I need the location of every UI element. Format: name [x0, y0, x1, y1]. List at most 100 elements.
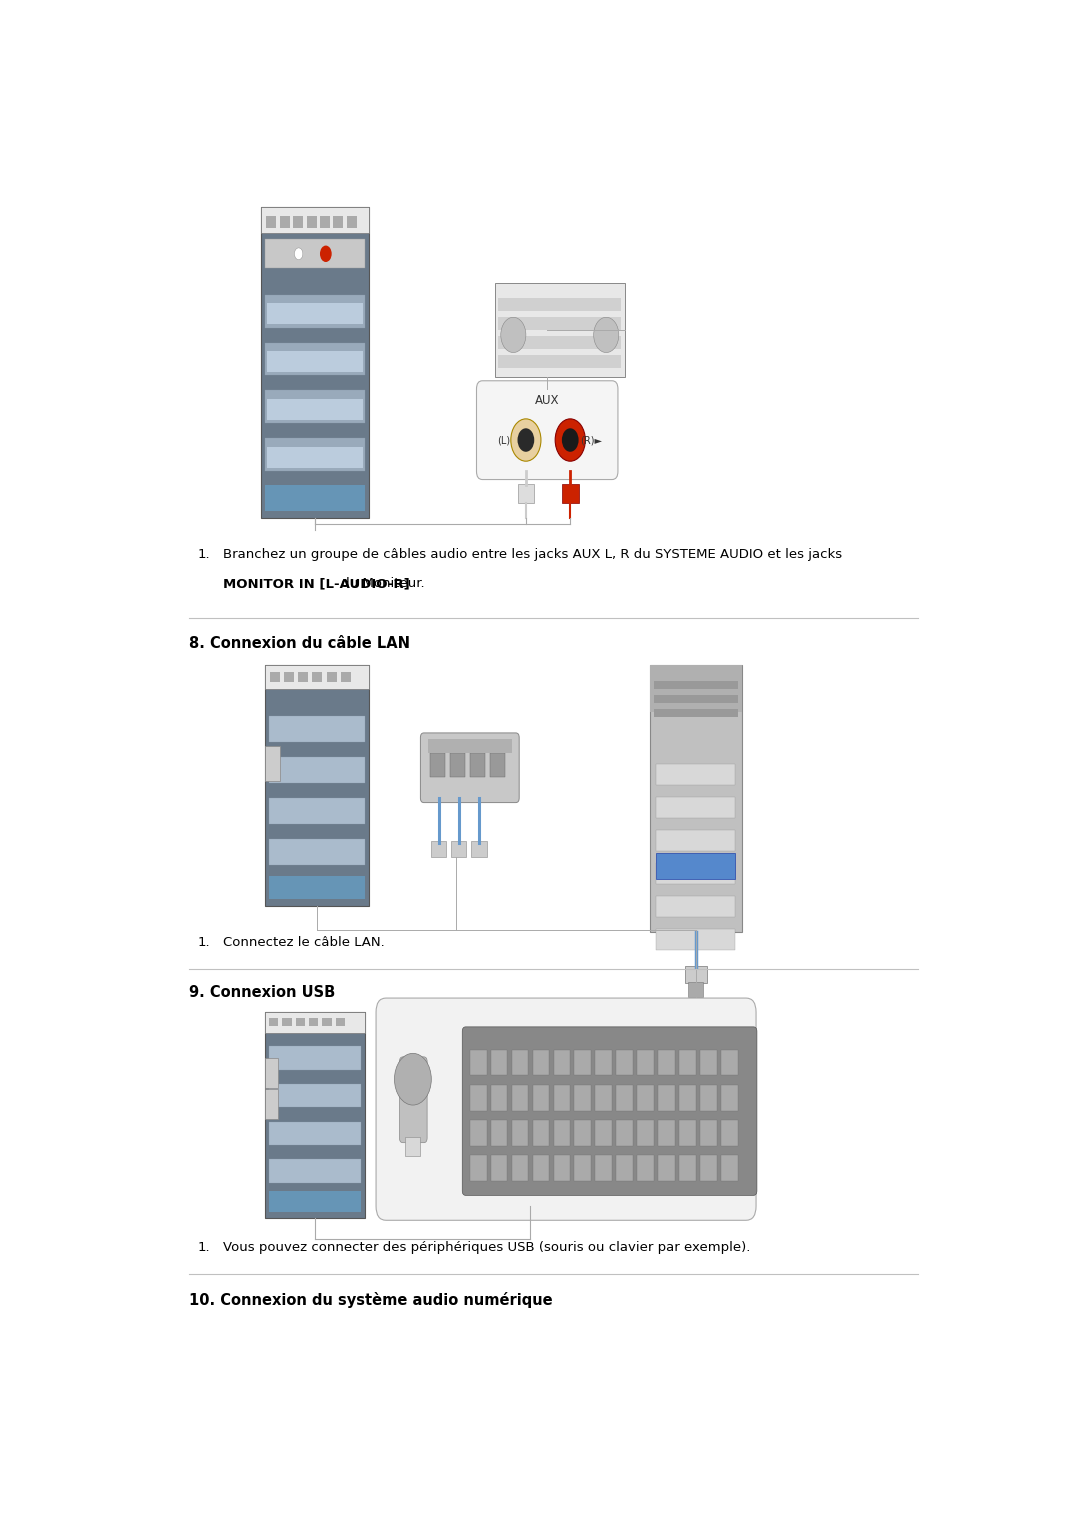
Bar [323, 1019, 332, 1026]
Bar [700, 1121, 717, 1145]
Bar [657, 928, 735, 950]
Bar [575, 1121, 591, 1145]
Bar [658, 1156, 675, 1182]
Text: du Moniteur.: du Moniteur. [337, 577, 424, 589]
Bar [653, 695, 738, 702]
Bar [595, 1049, 612, 1075]
Bar [498, 336, 621, 350]
Bar [512, 1049, 528, 1075]
Bar [269, 1191, 361, 1212]
Bar [269, 757, 365, 783]
Bar [265, 295, 365, 328]
Bar [679, 1121, 696, 1145]
Bar [653, 709, 738, 718]
Bar [265, 238, 365, 267]
Bar [341, 672, 351, 681]
Bar [512, 1156, 528, 1182]
Bar [269, 1019, 279, 1026]
Bar [688, 982, 703, 997]
Bar [265, 1058, 279, 1089]
Text: 1.: 1. [198, 1241, 211, 1255]
Bar [721, 1156, 738, 1182]
Bar [575, 1049, 591, 1075]
Bar [267, 351, 363, 373]
Bar [517, 484, 535, 502]
Bar [269, 1121, 361, 1145]
Bar [554, 1121, 570, 1145]
Bar [269, 1046, 361, 1070]
Bar [657, 831, 735, 851]
Bar [269, 716, 365, 742]
Bar [298, 672, 308, 681]
Bar [658, 1084, 675, 1110]
Circle shape [517, 428, 535, 452]
Bar [637, 1156, 654, 1182]
Bar [265, 342, 365, 376]
Bar [470, 753, 485, 777]
Bar [265, 1012, 365, 1219]
Bar [260, 206, 369, 518]
Bar [405, 1136, 420, 1156]
Text: 10. Connexion du système audio numérique: 10. Connexion du système audio numérique [189, 1292, 553, 1309]
FancyBboxPatch shape [400, 1057, 427, 1142]
Circle shape [562, 428, 579, 452]
Bar [617, 1121, 633, 1145]
Bar [512, 1084, 528, 1110]
Bar [490, 1121, 508, 1145]
Bar [312, 672, 323, 681]
Bar [650, 666, 742, 712]
Bar [269, 1159, 361, 1182]
Bar [512, 1121, 528, 1145]
Bar [451, 841, 467, 857]
Bar [267, 217, 276, 228]
Bar [679, 1084, 696, 1110]
Bar [562, 484, 579, 502]
Bar [470, 1156, 486, 1182]
Bar [280, 217, 289, 228]
Bar [267, 399, 363, 420]
Bar [265, 745, 280, 780]
Bar [657, 896, 735, 918]
Text: (R)►: (R)► [580, 435, 603, 444]
Bar [498, 354, 621, 368]
Bar [265, 438, 365, 472]
Bar [700, 1156, 717, 1182]
Circle shape [320, 246, 332, 263]
Bar [265, 666, 369, 689]
Bar [532, 1084, 550, 1110]
Circle shape [555, 418, 585, 461]
Bar [284, 672, 294, 681]
Text: 1.: 1. [198, 936, 211, 948]
Bar [657, 764, 735, 785]
Bar [470, 1049, 486, 1075]
Circle shape [501, 318, 526, 353]
Bar [309, 1019, 319, 1026]
Text: Connectez le câble LAN.: Connectez le câble LAN. [222, 936, 384, 948]
Bar [498, 298, 621, 312]
Bar [320, 217, 330, 228]
Bar [685, 967, 706, 983]
Circle shape [295, 247, 302, 260]
Bar [267, 446, 363, 467]
Bar [595, 1084, 612, 1110]
Bar [490, 1049, 508, 1075]
Bar [575, 1084, 591, 1110]
Bar [653, 681, 738, 689]
Bar [307, 217, 316, 228]
Bar [554, 1156, 570, 1182]
Bar [270, 672, 280, 681]
Bar [490, 1084, 508, 1110]
Bar [554, 1084, 570, 1110]
Text: 8. Connexion du câble LAN: 8. Connexion du câble LAN [189, 635, 410, 651]
FancyBboxPatch shape [420, 733, 519, 803]
FancyBboxPatch shape [476, 380, 618, 479]
Bar [637, 1084, 654, 1110]
Bar [267, 302, 363, 324]
Bar [595, 1121, 612, 1145]
Bar [470, 1084, 486, 1110]
Bar [650, 666, 742, 931]
Bar [657, 863, 735, 884]
Bar [265, 1089, 279, 1119]
Bar [700, 1049, 717, 1075]
Bar [637, 1049, 654, 1075]
